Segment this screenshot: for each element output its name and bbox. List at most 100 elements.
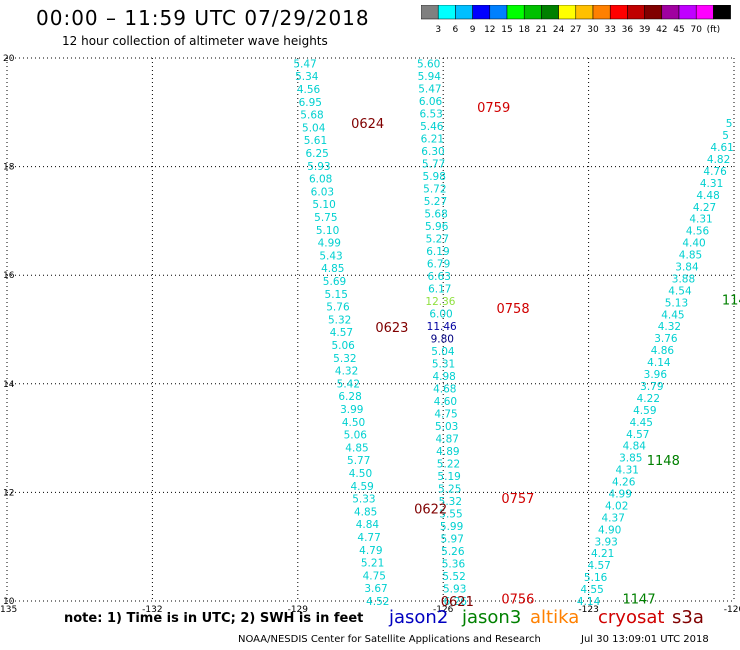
pass-time-label: 0621 <box>441 595 474 610</box>
wave-height-value: 5.96 <box>425 221 449 233</box>
wave-height-value: 4.85 <box>679 250 702 262</box>
wave-height-value: 5.36 <box>442 558 466 570</box>
wave-height-value: 3.96 <box>644 369 668 381</box>
wave-height-value: 4.84 <box>623 441 647 453</box>
scale-label: (ft) <box>707 25 721 35</box>
wave-height-value: 4.32 <box>658 321 681 333</box>
wave-height-value: 4.59 <box>350 481 373 493</box>
wave-height-value: 5.47 <box>418 83 441 95</box>
scale-label: 6 <box>453 25 459 35</box>
scale-label: 9 <box>470 25 476 35</box>
wave-height-value: 4.32 <box>335 366 358 378</box>
wave-height-value: 5.33 <box>352 494 375 506</box>
wave-height-value: 5.43 <box>319 250 342 262</box>
scale-label: 15 <box>501 25 512 35</box>
wave-height-value: 3.85 <box>619 453 642 465</box>
wave-height-value: 3.67 <box>364 583 387 595</box>
map-title: 00:00 – 11:59 UTC 07/29/2018 <box>36 6 370 30</box>
scale-label: 30 <box>587 25 599 35</box>
wave-height-value: 5.06 <box>331 340 355 352</box>
wave-height-value: 5.61 <box>304 135 327 147</box>
timestamp-text: Jul 30 13:09:01 UTC 2018 <box>581 634 709 645</box>
wave-height-value: 5.04 <box>431 346 455 358</box>
x-tick-label: -132 <box>142 605 162 615</box>
y-tick-label: 18 <box>3 163 15 173</box>
map-subtitle: 12 hour collection of altimeter wave hei… <box>62 34 328 48</box>
wave-height-value: 4.59 <box>633 405 656 417</box>
pass-time-label: 0622 <box>414 503 447 518</box>
wave-height-value: 3.93 <box>594 536 617 548</box>
pass-time-label: 0758 <box>497 302 530 317</box>
wave-height-value: 6.95 <box>299 97 322 109</box>
wave-height-value: 5.31 <box>432 358 455 370</box>
wave-height-value: 4.22 <box>637 393 660 405</box>
wave-height-value: 4.56 <box>297 84 321 96</box>
scale-label: 42 <box>656 25 667 35</box>
wave-height-value: 4.68 <box>433 383 456 395</box>
wave-height-value: 5.47 <box>293 58 316 70</box>
wave-height-value: 6.63 <box>428 271 451 283</box>
wave-height-value: 5.60 <box>417 58 440 70</box>
wave-height-value: 3.84 <box>675 262 699 274</box>
wave-height-value: 5.68 <box>424 208 447 220</box>
wave-height-value: 6.08 <box>309 174 332 186</box>
wave-height-value: 4.75 <box>363 570 386 582</box>
wave-height-value: 5.76 <box>326 302 350 314</box>
x-tick-label: -126 <box>433 605 454 615</box>
wave-height-value: 4.87 <box>436 433 459 445</box>
pass-time-label: 1147 <box>623 592 656 607</box>
pass-time-label: 0756 <box>501 592 534 607</box>
wave-height-value: 4.52 <box>366 596 389 608</box>
wave-height-value: 5.98 <box>423 171 446 183</box>
y-tick-label: 16 <box>3 271 15 281</box>
wave-height-value: 5.69 <box>323 276 346 288</box>
wave-height-value: 4.45 <box>630 417 653 429</box>
satellite-legend-jason2: jason2 <box>389 607 449 628</box>
wave-height-value: 4.50 <box>342 417 365 429</box>
scale-label: 36 <box>622 25 634 35</box>
wave-height-value: 4.31 <box>700 178 723 190</box>
wave-height-value: 4.54 <box>668 285 692 297</box>
wave-height-value: 11.46 <box>427 321 457 333</box>
wave-height-value: 4.84 <box>356 519 380 531</box>
wave-height-value: 4.57 <box>330 327 353 339</box>
wave-height-value: 4.76 <box>703 166 727 178</box>
wave-height-value: 4.57 <box>587 560 610 572</box>
wave-height-value: 6.17 <box>428 283 451 295</box>
wave-height-value: 4.27 <box>693 202 716 214</box>
wave-height-value: 5.32 <box>333 353 356 365</box>
wave-height-value: 12.36 <box>425 296 455 308</box>
wave-height-value: 6.21 <box>421 133 444 145</box>
wave-height-value: 5.93 <box>443 583 466 595</box>
scale-swatch <box>713 5 731 20</box>
wave-height-value: 6.79 <box>427 258 450 270</box>
wave-height-value: 4.90 <box>598 524 621 536</box>
wave-height-value: 4.75 <box>434 408 457 420</box>
wave-height-value: 5.04 <box>302 122 326 134</box>
x-tick-label: -120 <box>724 605 740 615</box>
wave-height-value: 5.25 <box>438 483 461 495</box>
wave-height-value: 5.75 <box>314 212 337 224</box>
wave-height-value: 5.68 <box>300 110 323 122</box>
y-tick-label: 20 <box>3 54 15 64</box>
wave-height-value: 4.99 <box>318 238 341 250</box>
wave-height-value: 6.53 <box>419 108 442 120</box>
scale-label: 18 <box>518 25 530 35</box>
scale-label: 27 <box>570 25 581 35</box>
wave-height-value: 6.28 <box>338 391 361 403</box>
wave-height-value: 5.97 <box>441 533 464 545</box>
wave-height-value: 4.40 <box>682 238 705 250</box>
y-tick-label: 14 <box>3 380 15 390</box>
wave-height-value: 3.88 <box>672 273 695 285</box>
wave-height-value: 4.31 <box>689 214 712 226</box>
wave-height-value: 5.93 <box>307 161 330 173</box>
wave-height-value: 4.89 <box>436 446 459 458</box>
wave-height-value: 5.27 <box>424 196 447 208</box>
x-tick-label: -123 <box>578 605 598 615</box>
wave-height-value: 4.77 <box>357 532 380 544</box>
wave-height-value: 5.22 <box>437 458 460 470</box>
wave-height-value: 6.00 <box>429 308 452 320</box>
wave-height-value: 4.85 <box>345 442 368 454</box>
wave-height-value: 5.34 <box>295 71 319 83</box>
